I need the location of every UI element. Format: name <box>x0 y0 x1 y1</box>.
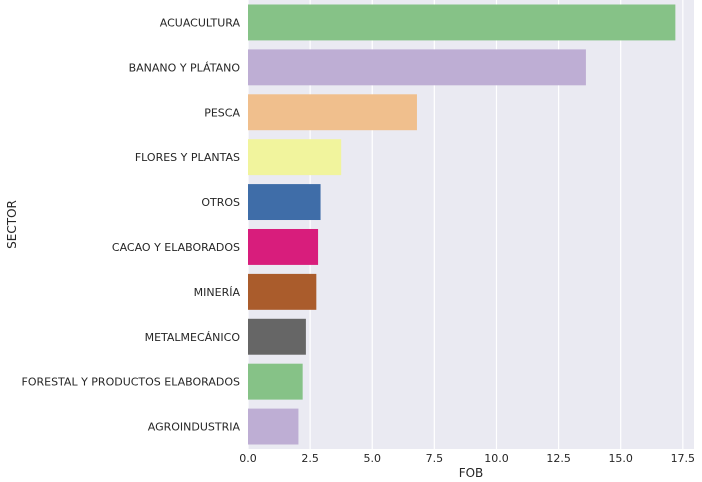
category-label: METALMECÁNICO <box>145 331 241 344</box>
y-axis-label: SECTOR <box>5 200 19 249</box>
category-label: OTROS <box>201 196 240 209</box>
bar <box>248 273 317 310</box>
x-tick-label: 7.5 <box>426 452 444 465</box>
category-label: MINERÍA <box>194 286 241 299</box>
bars <box>248 4 676 445</box>
x-tick-labels: 0.0 2.5 5.0 7.5 10.0 12.5 15.0 17.5 <box>239 452 695 465</box>
bar <box>248 228 319 265</box>
category-label: BANANO Y PLÁTANO <box>129 61 241 74</box>
bar <box>248 184 321 221</box>
bar <box>248 318 306 355</box>
bar <box>248 408 299 445</box>
category-label: CACAO Y ELABORADOS <box>112 241 240 254</box>
x-axis-label: FOB <box>459 466 484 480</box>
category-label: PESCA <box>204 106 240 119</box>
category-label: FLORES Y PLANTAS <box>135 151 240 164</box>
bar <box>248 139 342 176</box>
x-tick-label: 17.5 <box>671 452 696 465</box>
x-tick-label: 5.0 <box>363 452 381 465</box>
bar <box>248 49 586 86</box>
x-tick-label: 10.0 <box>484 452 509 465</box>
category-labels: ACUACULTURA BANANO Y PLÁTANO PESCA FLORES Y… <box>22 16 241 433</box>
category-label: ACUACULTURA <box>160 16 241 29</box>
category-label: AGROINDUSTRIA <box>148 421 241 434</box>
x-tick-label: 15.0 <box>608 452 633 465</box>
x-tick-label: 2.5 <box>301 452 319 465</box>
bar <box>248 363 303 400</box>
x-tick-label: 12.5 <box>546 452 571 465</box>
category-label: FORESTAL Y PRODUCTOS ELABORADOS <box>22 376 241 389</box>
bar <box>248 4 676 41</box>
x-tick-label: 0.0 <box>239 452 257 465</box>
bar <box>248 94 417 131</box>
